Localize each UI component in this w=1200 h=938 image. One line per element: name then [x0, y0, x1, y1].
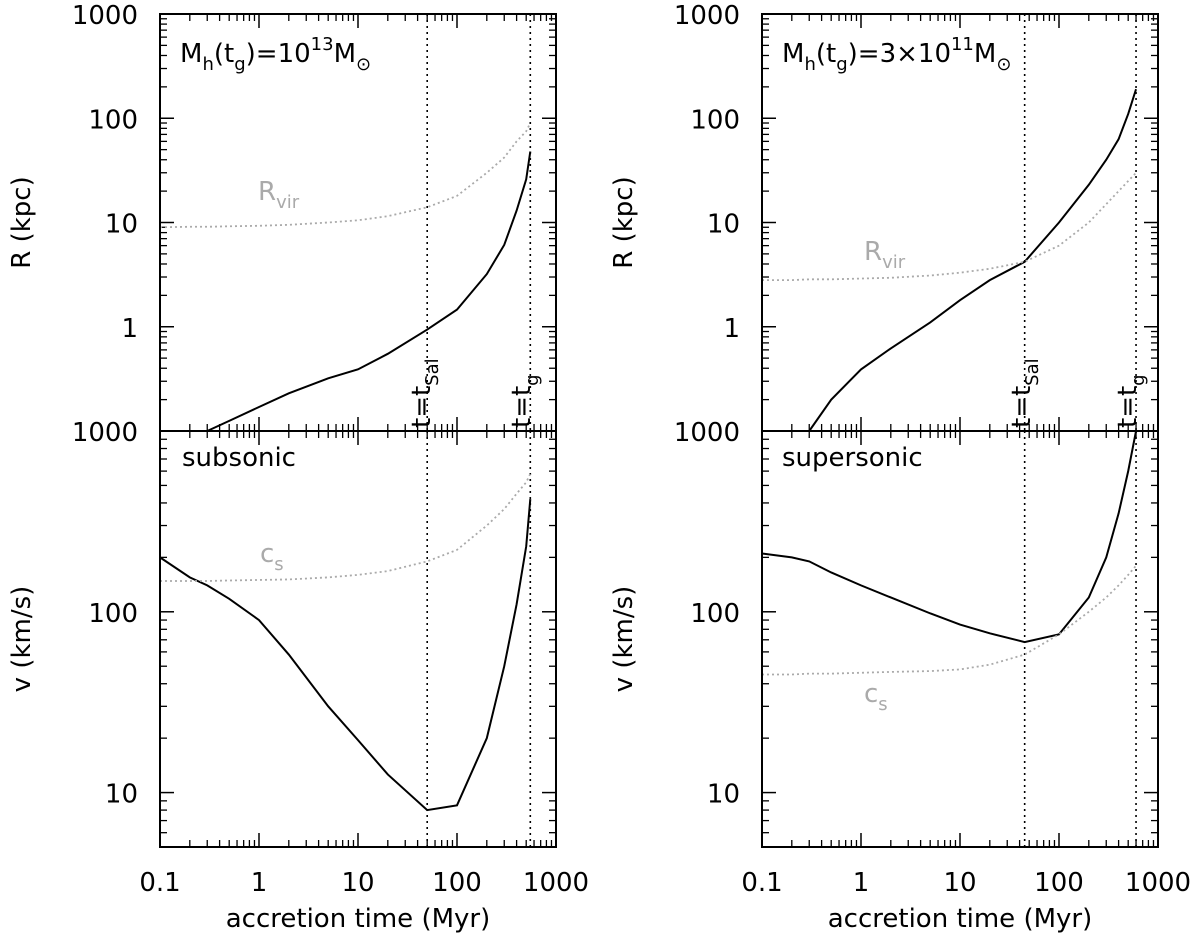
- x-tick-label: 0.1: [741, 868, 782, 898]
- annotation-part: )=3×10: [848, 39, 951, 69]
- annotation-part: vir: [276, 192, 300, 213]
- series-line: [160, 473, 532, 582]
- annotation: t=tSal: [407, 358, 443, 428]
- series-line: [159, 122, 532, 229]
- annotation-part: s: [878, 694, 887, 715]
- annotation-part: vir: [882, 252, 906, 273]
- annotation: subsonic: [182, 443, 296, 473]
- panel: 0.1 1 10 100 1000 10 100 1000 subsonic cs v (km/s)…: [7, 418, 589, 934]
- y-tick-label: 1000: [674, 418, 740, 448]
- annotation: Rvir: [258, 177, 300, 213]
- y-axis-label: v (km/s): [7, 586, 37, 693]
- plot-frame: [761, 430, 1159, 848]
- annotation-part: (t: [816, 39, 836, 69]
- series-line: [206, 151, 532, 432]
- annotation-part: g: [522, 374, 543, 385]
- series-line: [762, 172, 1137, 282]
- y-tick-label: 1: [121, 314, 138, 344]
- annotation-part: subsonic: [182, 443, 296, 473]
- x-tick-label: 1: [853, 868, 870, 898]
- annotation-part: M: [782, 39, 804, 69]
- y-tick-label: 100: [690, 105, 740, 135]
- annotation-part: )=10: [246, 39, 311, 69]
- x-tick-label: 10: [341, 868, 374, 898]
- y-axis-label: R (kpc): [609, 176, 639, 268]
- annotation-part: h: [804, 54, 815, 75]
- x-tick-label: 1000: [1125, 868, 1191, 898]
- plot-frame: [761, 13, 1159, 432]
- annotation-part: supersonic: [782, 443, 923, 473]
- x-tick-label: 10: [943, 868, 976, 898]
- x-tick-label: 100: [432, 868, 482, 898]
- annotation-part: ⊙: [356, 54, 371, 75]
- annotation: t=tSal: [1007, 358, 1043, 428]
- panel: 0.1 1 10 100 1000 10 100 1000 supersonic cs v (km/…: [609, 418, 1191, 934]
- y-tick-label: 1: [723, 314, 740, 344]
- annotation-part: g: [836, 54, 847, 75]
- annotation-part: M: [334, 39, 356, 69]
- series-line: [761, 430, 1138, 644]
- y-tick-label: 1000: [72, 1, 138, 31]
- annotation: Rvir: [864, 237, 906, 273]
- x-axis-label: accretion time (Myr): [828, 904, 1093, 934]
- annotation: supersonic: [782, 443, 923, 473]
- x-axis-label: accretion time (Myr): [226, 904, 491, 934]
- annotation-part: c: [864, 679, 878, 709]
- y-tick-label: 100: [690, 599, 740, 629]
- annotation: t=tg: [507, 374, 543, 428]
- annotation-part: ⊙: [996, 54, 1011, 75]
- series-line: [159, 499, 532, 812]
- y-tick-label: 10: [707, 210, 740, 240]
- y-tick-label: 1000: [674, 1, 740, 31]
- y-tick-label: 10: [105, 210, 138, 240]
- annotation: Mh(tg)=3×1011M⊙: [782, 34, 1011, 75]
- annotation: cs: [260, 539, 284, 575]
- annotation-part: c: [260, 539, 274, 569]
- annotation-part: t=t: [1113, 386, 1143, 428]
- annotation: cs: [864, 679, 888, 715]
- plot-frame: [159, 430, 557, 848]
- y-axis-label: R (kpc): [7, 176, 37, 268]
- y-tick-label: 1000: [72, 418, 138, 448]
- annotation-part: g: [234, 54, 245, 75]
- annotation: Mh(tg)=1013M⊙: [180, 34, 371, 75]
- annotation-part: t=t: [1007, 386, 1037, 428]
- annotation: t=tg: [1113, 374, 1149, 428]
- annotation-part: t=t: [507, 386, 537, 428]
- annotation-part: (t: [214, 39, 234, 69]
- x-tick-label: 0.1: [139, 868, 180, 898]
- annotation-part: M: [180, 39, 202, 69]
- y-tick-label: 10: [707, 780, 740, 810]
- annotation-part: Sal: [1022, 358, 1043, 385]
- y-tick-label: 100: [88, 105, 138, 135]
- annotation-part: Sal: [422, 358, 443, 385]
- x-tick-label: 100: [1034, 868, 1084, 898]
- annotation-part: s: [274, 554, 283, 575]
- y-axis-label: v (km/s): [609, 586, 639, 693]
- x-tick-label: 1: [251, 868, 268, 898]
- panel: 1101001000Mh(tg)=3×1011M⊙Rvirt=tSalt=tgR…: [609, 1, 1159, 432]
- annotation-part: M: [974, 39, 996, 69]
- annotation-part: g: [1128, 374, 1149, 385]
- y-tick-label: 100: [88, 599, 138, 629]
- annotation-part: R: [258, 177, 276, 207]
- annotation-part: 13: [311, 34, 334, 55]
- x-tick-label: 1000: [523, 868, 589, 898]
- y-tick-label: 10: [105, 780, 138, 810]
- annotation-part: 11: [951, 34, 974, 55]
- series-line: [808, 88, 1137, 432]
- annotation-part: h: [202, 54, 213, 75]
- annotation-part: R: [864, 237, 882, 267]
- annotation-part: t=t: [407, 386, 437, 428]
